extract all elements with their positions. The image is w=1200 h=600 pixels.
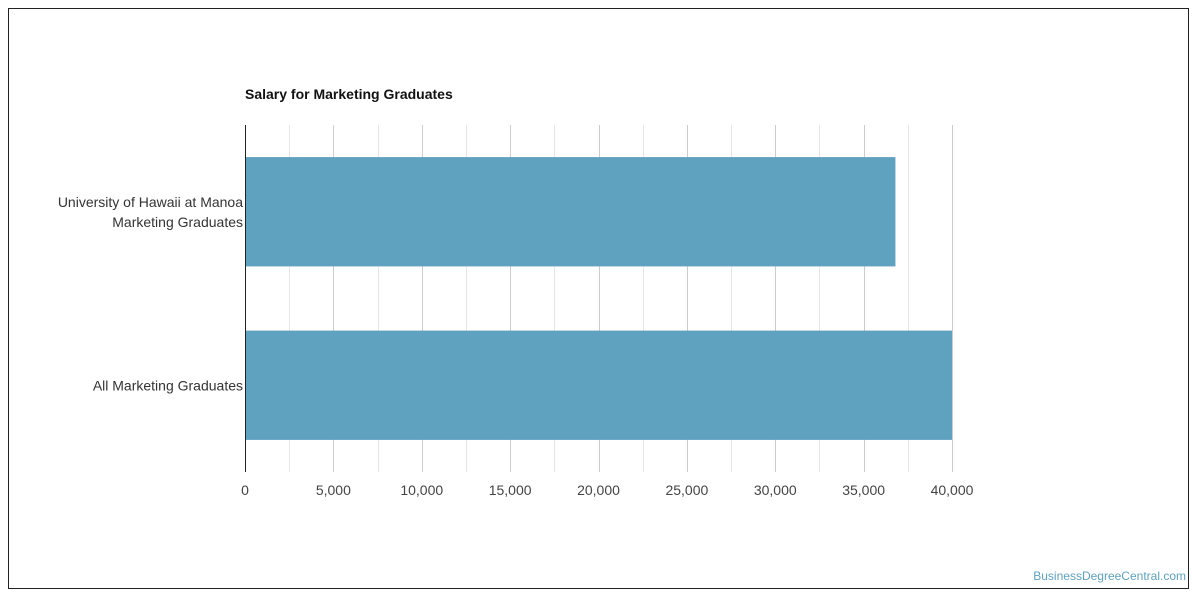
category-label: Marketing Graduates: [112, 214, 243, 230]
x-tick-label: 30,000: [754, 482, 797, 498]
x-tick-label: 5,000: [316, 482, 351, 498]
bar[interactable]: [245, 157, 896, 267]
category-label: All Marketing Graduates: [93, 377, 243, 393]
chart-title: Salary for Marketing Graduates: [245, 86, 453, 102]
x-tick-label: 20,000: [577, 482, 620, 498]
source-watermark[interactable]: BusinessDegreeCentral.com: [1033, 569, 1186, 583]
bar[interactable]: [245, 330, 952, 440]
x-tick-label: 0: [241, 482, 249, 498]
x-tick-labels: 0 5,000 10,000 15,000 20,000 25,000 30,000 35,0…: [241, 482, 974, 498]
category-label: University of Hawaii at Manoa: [58, 194, 243, 210]
category-labels: University of Hawaii at Manoa Marketing G…: [58, 194, 243, 394]
chart-frame: [8, 8, 1189, 589]
bars: [245, 157, 952, 440]
x-tick-label: 25,000: [665, 482, 708, 498]
x-tick-label: 10,000: [400, 482, 443, 498]
x-tick-label: 40,000: [931, 482, 974, 498]
x-tick-label: 35,000: [842, 482, 885, 498]
x-tick-label: 15,000: [489, 482, 532, 498]
